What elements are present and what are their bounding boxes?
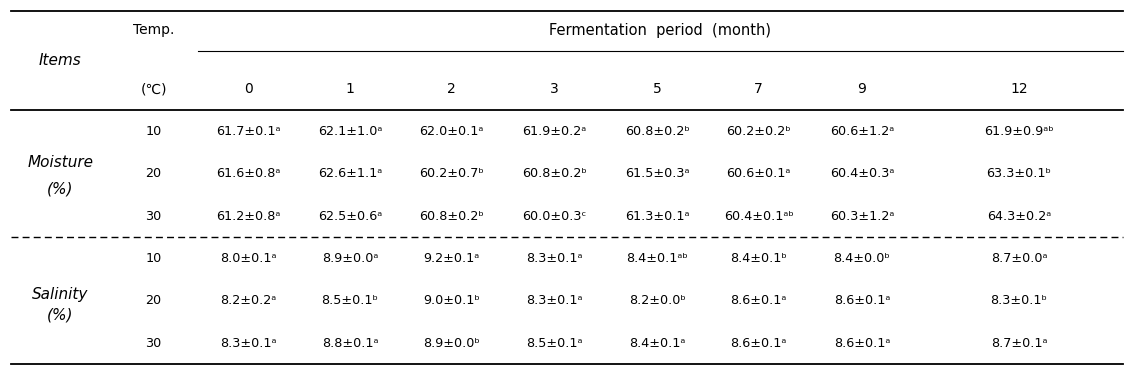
Text: 20: 20 [146,294,161,307]
Text: 10: 10 [146,125,161,138]
Text: 3: 3 [550,82,559,96]
Text: 60.2±0.2ᵇ: 60.2±0.2ᵇ [726,125,791,138]
Text: 60.2±0.7ᵇ: 60.2±0.7ᵇ [419,167,484,180]
Text: 8.3±0.1ᵃ: 8.3±0.1ᵃ [526,252,583,265]
Text: 30: 30 [146,337,161,350]
Text: 62.0±0.1ᵃ: 62.0±0.1ᵃ [419,125,484,138]
Text: 8.6±0.1ᵃ: 8.6±0.1ᵃ [834,337,890,350]
Text: 1: 1 [345,82,355,96]
Text: 61.6±0.8ᵃ: 61.6±0.8ᵃ [216,167,281,180]
Text: 12: 12 [1010,82,1027,96]
Text: 61.2±0.8ᵃ: 61.2±0.8ᵃ [216,210,281,223]
Text: 8.7±0.0ᵃ: 8.7±0.0ᵃ [990,252,1048,265]
Text: 62.1±1.0ᵃ: 62.1±1.0ᵃ [317,125,383,138]
Text: 8.4±0.1ᵇ: 8.4±0.1ᵇ [730,252,787,265]
Text: 60.6±1.2ᵃ: 60.6±1.2ᵃ [830,125,894,138]
Text: 61.7±0.1ᵃ: 61.7±0.1ᵃ [216,125,281,138]
Text: Salinity: Salinity [33,287,88,302]
Text: (%): (%) [47,182,73,197]
Text: 20: 20 [146,167,161,180]
Text: 8.5±0.1ᵇ: 8.5±0.1ᵇ [322,294,378,307]
Text: 60.8±0.2ᵇ: 60.8±0.2ᵇ [419,210,484,223]
Text: 8.7±0.1ᵃ: 8.7±0.1ᵃ [990,337,1048,350]
Text: 8.3±0.1ᵇ: 8.3±0.1ᵇ [990,294,1048,307]
Text: 8.5±0.1ᵃ: 8.5±0.1ᵃ [526,337,583,350]
Text: 61.9±0.9ᵃᵇ: 61.9±0.9ᵃᵇ [984,125,1053,138]
Text: 8.6±0.1ᵃ: 8.6±0.1ᵃ [730,337,787,350]
Text: 8.9±0.0ᵇ: 8.9±0.0ᵇ [423,337,480,350]
Text: 60.8±0.2ᵇ: 60.8±0.2ᵇ [522,167,587,180]
Text: 61.9±0.2ᵃ: 61.9±0.2ᵃ [523,125,586,138]
Text: 8.3±0.1ᵃ: 8.3±0.1ᵃ [220,337,277,350]
Text: 60.0±0.3ᶜ: 60.0±0.3ᶜ [523,210,586,223]
Text: 60.3±1.2ᵃ: 60.3±1.2ᵃ [830,210,894,223]
Text: 8.4±0.0ᵇ: 8.4±0.0ᵇ [833,252,891,265]
Text: 61.3±0.1ᵃ: 61.3±0.1ᵃ [624,210,690,223]
Text: 8.4±0.1ᵃ: 8.4±0.1ᵃ [629,337,685,350]
Text: Moisture: Moisture [27,155,94,170]
Text: 63.3±0.1ᵇ: 63.3±0.1ᵇ [987,167,1051,180]
Text: Items: Items [40,53,81,68]
Text: 8.2±0.0ᵇ: 8.2±0.0ᵇ [629,294,685,307]
Text: 8.4±0.1ᵃᵇ: 8.4±0.1ᵃᵇ [627,252,688,265]
Text: 62.6±1.1ᵃ: 62.6±1.1ᵃ [318,167,382,180]
Text: 8.2±0.2ᵃ: 8.2±0.2ᵃ [220,294,277,307]
Text: 2: 2 [447,82,456,96]
Text: 8.9±0.0ᵃ: 8.9±0.0ᵃ [322,252,378,265]
Text: Temp.: Temp. [133,23,174,38]
Text: 5: 5 [653,82,662,96]
Text: (%): (%) [47,307,73,322]
Text: (℃): (℃) [140,82,167,96]
Text: 60.4±0.3ᵃ: 60.4±0.3ᵃ [830,167,894,180]
Text: 60.4±0.1ᵃᵇ: 60.4±0.1ᵃᵇ [724,210,794,223]
Text: 8.3±0.1ᵃ: 8.3±0.1ᵃ [526,294,583,307]
Text: 10: 10 [146,252,161,265]
Text: 60.8±0.2ᵇ: 60.8±0.2ᵇ [624,125,690,138]
Text: 9.2±0.1ᵃ: 9.2±0.1ᵃ [423,252,480,265]
Text: Fermentation  period  (month): Fermentation period (month) [550,23,771,38]
Text: 8.0±0.1ᵃ: 8.0±0.1ᵃ [220,252,277,265]
Text: 30: 30 [146,210,161,223]
Text: 62.5±0.6ᵃ: 62.5±0.6ᵃ [318,210,382,223]
Text: 0: 0 [244,82,253,96]
Text: 8.8±0.1ᵃ: 8.8±0.1ᵃ [322,337,378,350]
Text: 64.3±0.2ᵃ: 64.3±0.2ᵃ [987,210,1051,223]
Text: 61.5±0.3ᵃ: 61.5±0.3ᵃ [624,167,690,180]
Text: 60.6±0.1ᵃ: 60.6±0.1ᵃ [726,167,791,180]
Text: 9.0±0.1ᵇ: 9.0±0.1ᵇ [423,294,480,307]
Text: 8.6±0.1ᵃ: 8.6±0.1ᵃ [730,294,787,307]
Text: 7: 7 [754,82,763,96]
Text: 9: 9 [858,82,866,96]
Text: 8.6±0.1ᵃ: 8.6±0.1ᵃ [834,294,890,307]
